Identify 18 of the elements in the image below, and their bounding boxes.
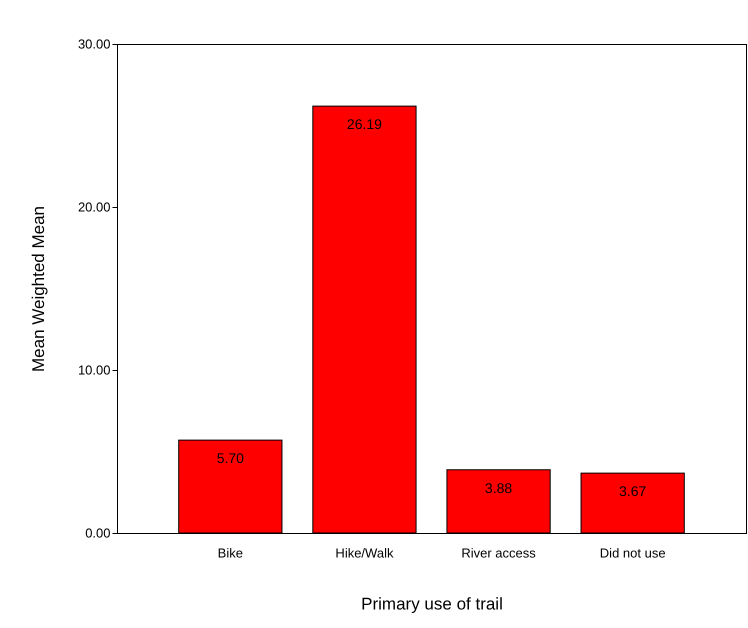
x-tick-label: Did not use — [600, 546, 666, 560]
x-axis-title: Primary use of trail — [361, 594, 503, 614]
bar — [580, 472, 685, 534]
x-tick-label: Hike/Walk — [335, 546, 394, 560]
bar — [446, 469, 551, 534]
x-tick-label: Bike — [218, 546, 243, 560]
y-tick-label: 30.00 — [78, 36, 110, 52]
data-label: 26.19 — [346, 116, 382, 132]
y-tick-label: 10.00 — [78, 362, 110, 378]
y-tick-label: 20.00 — [78, 200, 110, 214]
bar — [312, 106, 417, 534]
x-tick-label: River access — [461, 546, 536, 560]
bar — [178, 440, 282, 534]
data-label: 3.88 — [484, 480, 512, 496]
data-label: 3.67 — [619, 483, 647, 500]
y-axis-title: Mean Weighted Mean — [28, 206, 48, 372]
y-tick-label: 0.00 — [85, 526, 110, 540]
data-label: 5.70 — [216, 450, 244, 466]
